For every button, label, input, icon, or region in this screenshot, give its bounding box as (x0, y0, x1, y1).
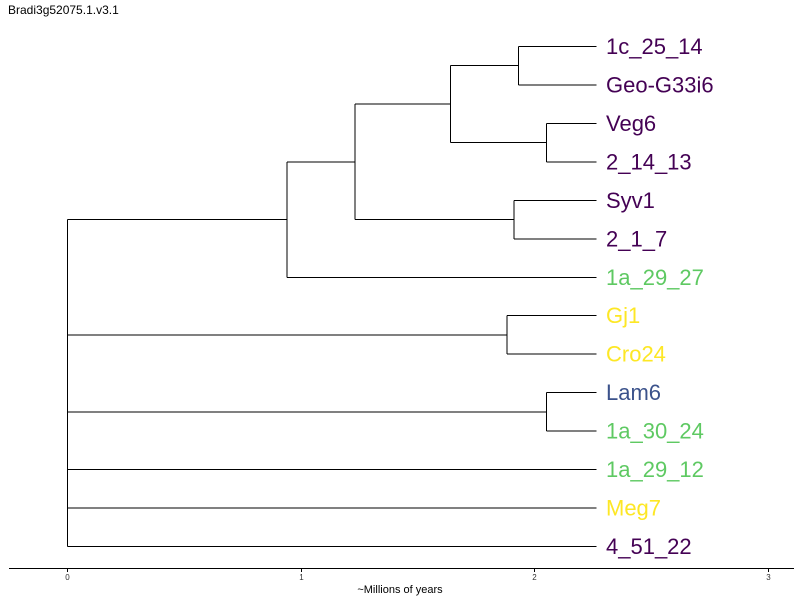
tip-label-2-1-7: 2_1_7 (606, 226, 667, 251)
axis-tick-label: 1 (299, 573, 304, 582)
axis-title: ~Millions of years (357, 584, 443, 596)
branches-group (67, 46, 597, 547)
tip-labels-group: 1c_25_14 Geo-G33i6 Veg6 2_14_13 Syv1 2_1_7 1a_… (606, 34, 714, 559)
tip-label-2-14-13: 2_14_13 (606, 149, 692, 174)
tip-label-1a-30-24: 1a_30_24 (606, 419, 704, 444)
tip-label-1c-25-14: 1c_25_14 (606, 34, 703, 59)
time-axis: 0 1 2 3 (9, 568, 794, 582)
tip-label-veg6: Veg6 (606, 111, 656, 136)
page-title: Bradi3g52075.1.v3.1 (8, 3, 119, 17)
tip-label-gj1: Gj1 (606, 303, 640, 328)
tip-label-syv1: Syv1 (606, 188, 655, 213)
tip-label-4-51-22: 4_51_22 (606, 534, 692, 559)
tip-label-geo-g33i6: Geo-G33i6 (606, 72, 714, 97)
axis-tick-label: 2 (532, 573, 537, 582)
axis-tick-label: 0 (65, 573, 70, 582)
tip-label-meg7: Meg7 (606, 496, 661, 521)
tip-label-lam6: Lam6 (606, 380, 661, 405)
tip-label-1a-29-27: 1a_29_27 (606, 265, 704, 290)
axis-tick-label: 3 (766, 573, 771, 582)
tip-label-cro24: Cro24 (606, 342, 666, 367)
tip-label-1a-29-12: 1a_29_12 (606, 457, 704, 482)
